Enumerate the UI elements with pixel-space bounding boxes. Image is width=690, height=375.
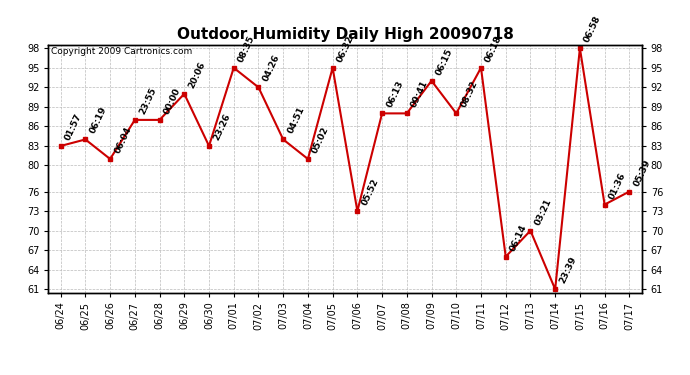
Text: 20:06: 20:06 [187, 60, 207, 90]
Text: 04:51: 04:51 [286, 105, 306, 135]
Text: 00:00: 00:00 [162, 87, 182, 116]
Text: 03:21: 03:21 [533, 197, 553, 226]
Text: 06:13: 06:13 [385, 80, 405, 109]
Text: 09:41: 09:41 [410, 80, 430, 109]
Text: 01:57: 01:57 [63, 112, 83, 142]
Text: 23:39: 23:39 [558, 255, 578, 285]
Text: 06:19: 06:19 [88, 105, 108, 135]
Text: 08:35: 08:35 [237, 34, 257, 64]
Text: Copyright 2009 Cartronics.com: Copyright 2009 Cartronics.com [51, 48, 193, 57]
Title: Outdoor Humidity Daily High 20090718: Outdoor Humidity Daily High 20090718 [177, 27, 513, 42]
Text: 06:14: 06:14 [509, 223, 529, 252]
Text: 08:32: 08:32 [459, 80, 480, 109]
Text: 06:04: 06:04 [113, 125, 133, 155]
Text: 05:02: 05:02 [310, 125, 331, 155]
Text: 05:39: 05:39 [632, 158, 652, 188]
Text: 06:18: 06:18 [484, 34, 504, 64]
Text: 05:52: 05:52 [360, 177, 380, 207]
Text: 01:36: 01:36 [607, 171, 628, 200]
Text: 23:26: 23:26 [212, 112, 232, 142]
Text: 04:26: 04:26 [262, 53, 282, 83]
Text: 06:32: 06:32 [335, 34, 355, 64]
Text: 06:58: 06:58 [582, 15, 603, 44]
Text: 06:15: 06:15 [434, 47, 455, 76]
Text: 23:55: 23:55 [137, 86, 158, 116]
